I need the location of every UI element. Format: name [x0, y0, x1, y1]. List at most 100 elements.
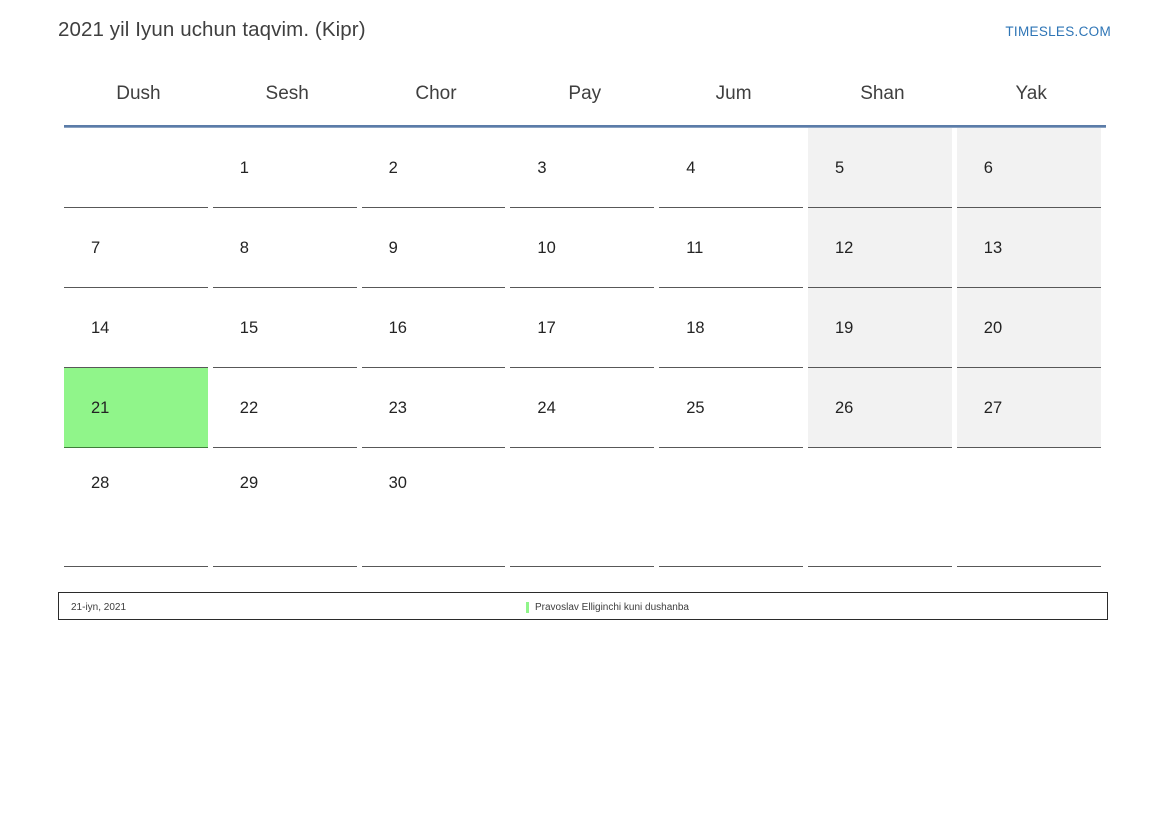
day-cell-rule — [956, 566, 1101, 567]
day-cell-13[interactable]: 13 — [956, 208, 1106, 288]
day-cell-background — [807, 288, 952, 368]
day-cell-background — [64, 368, 208, 448]
day-cell-30[interactable]: 30 — [361, 448, 511, 567]
day-cell-4[interactable]: 4 — [659, 128, 808, 208]
day-cell-rule — [956, 447, 1101, 448]
day-cell-background — [659, 448, 803, 567]
day-cell-rule — [510, 287, 655, 288]
day-cell-rule — [807, 207, 952, 208]
day-cell-23[interactable]: 23 — [361, 368, 511, 448]
day-cell-24[interactable]: 24 — [510, 368, 659, 448]
day-cell-rule — [510, 447, 655, 448]
day-number: 20 — [983, 318, 1003, 337]
day-cell-rule — [956, 287, 1101, 288]
day-cell-background — [213, 288, 357, 368]
day-number: 15 — [239, 318, 259, 337]
weekday-header-sesh: Sesh — [265, 83, 309, 104]
day-cell-rule — [212, 207, 357, 208]
calendar-week-row: 1 2 3 4 5 6 — [64, 128, 1106, 208]
day-cell-rule — [361, 367, 506, 368]
legend-box: 21-iyn, 2021 Pravoslav Elliginchi kuni d… — [58, 592, 1108, 620]
day-cell-17[interactable]: 17 — [510, 288, 659, 368]
day-cell-8[interactable]: 8 — [212, 208, 362, 288]
day-cell-14[interactable]: 14 — [64, 288, 213, 368]
day-cell-background — [362, 288, 506, 368]
day-cell-26[interactable]: 26 — [807, 368, 957, 448]
day-number: 16 — [388, 318, 407, 337]
day-cell-2[interactable]: 2 — [361, 128, 511, 208]
day-cell-rule — [807, 287, 952, 288]
day-number: 3 — [537, 158, 547, 177]
day-cell-background — [510, 288, 654, 368]
day-cell-background — [807, 208, 952, 288]
day-cell-rule — [807, 566, 952, 567]
day-cell-background — [957, 448, 1101, 567]
day-cell-rule — [212, 287, 357, 288]
day-cell-29[interactable]: 29 — [212, 448, 362, 567]
day-cell-background — [807, 368, 952, 448]
day-cell-background — [659, 288, 803, 368]
day-cell-20[interactable]: 20 — [956, 288, 1106, 368]
day-cell-background — [64, 288, 208, 368]
day-cell-rule — [212, 447, 357, 448]
day-cell-empty — [807, 448, 957, 567]
day-cell-background — [64, 448, 208, 567]
day-cell-background — [213, 448, 357, 567]
day-cell-7[interactable]: 7 — [64, 208, 213, 288]
legend-holiday-entry: Pravoslav Elliginchi kuni dushanba — [526, 593, 689, 621]
day-cell-background — [64, 128, 208, 208]
day-number: 17 — [537, 318, 556, 337]
day-cell-empty — [510, 448, 659, 567]
day-cell-rule — [659, 287, 803, 288]
day-cell-rule — [659, 367, 803, 368]
day-cell-background — [659, 208, 803, 288]
day-number: 4 — [686, 158, 696, 177]
day-cell-28[interactable]: 28 — [64, 448, 213, 567]
legend-date-label: 21-iyn, 2021 — [71, 601, 127, 613]
day-number: 5 — [834, 158, 845, 177]
day-cell-background — [64, 208, 208, 288]
day-cell-22[interactable]: 22 — [212, 368, 362, 448]
day-number: 10 — [537, 238, 556, 257]
day-number: 25 — [686, 398, 705, 417]
day-cell-background — [362, 448, 506, 567]
day-cell-empty — [659, 448, 808, 567]
day-number: 11 — [686, 238, 704, 257]
site-link[interactable]: TIMESLES.COM — [1005, 24, 1111, 39]
day-cell-background — [362, 208, 506, 288]
day-cell-background — [213, 128, 357, 208]
day-cell-11[interactable]: 11 — [659, 208, 808, 288]
day-cell-15[interactable]: 15 — [212, 288, 362, 368]
day-cell-25[interactable]: 25 — [659, 368, 808, 448]
weekday-header-shan: Shan — [860, 83, 905, 104]
day-cell-background — [510, 448, 654, 567]
holiday-color-swatch-icon — [526, 601, 529, 613]
day-number: 26 — [834, 398, 854, 417]
day-cell-background — [510, 128, 654, 208]
calendar-grid: Dush Sesh Chor Pay Jum Shan Yak 1 2 3 4 5 6 7 8 9 10 11 1… — [64, 80, 1106, 567]
day-cell-rule — [361, 447, 506, 448]
day-cell-21[interactable]: 21 — [64, 368, 213, 448]
day-cell-rule — [64, 367, 208, 368]
day-cell-rule — [64, 207, 208, 208]
day-cell-background — [659, 368, 803, 448]
day-cell-6[interactable]: 6 — [956, 128, 1106, 208]
day-number: 27 — [983, 398, 1003, 417]
day-number: 7 — [91, 238, 101, 257]
day-cell-9[interactable]: 9 — [361, 208, 511, 288]
day-cell-12[interactable]: 12 — [807, 208, 957, 288]
day-cell-1[interactable]: 1 — [212, 128, 362, 208]
day-cell-empty — [64, 128, 213, 208]
day-cell-5[interactable]: 5 — [807, 128, 957, 208]
calendar-week-row: 28 29 30 — [64, 448, 1106, 567]
day-cell-27[interactable]: 27 — [956, 368, 1106, 448]
day-cell-background — [808, 448, 952, 567]
day-cell-18[interactable]: 18 — [659, 288, 808, 368]
day-cell-19[interactable]: 19 — [807, 288, 957, 368]
day-cell-3[interactable]: 3 — [510, 128, 659, 208]
day-cell-10[interactable]: 10 — [510, 208, 659, 288]
day-cell-rule — [659, 207, 803, 208]
day-number: 19 — [834, 318, 854, 337]
day-cell-background — [659, 128, 803, 208]
day-cell-16[interactable]: 16 — [361, 288, 511, 368]
